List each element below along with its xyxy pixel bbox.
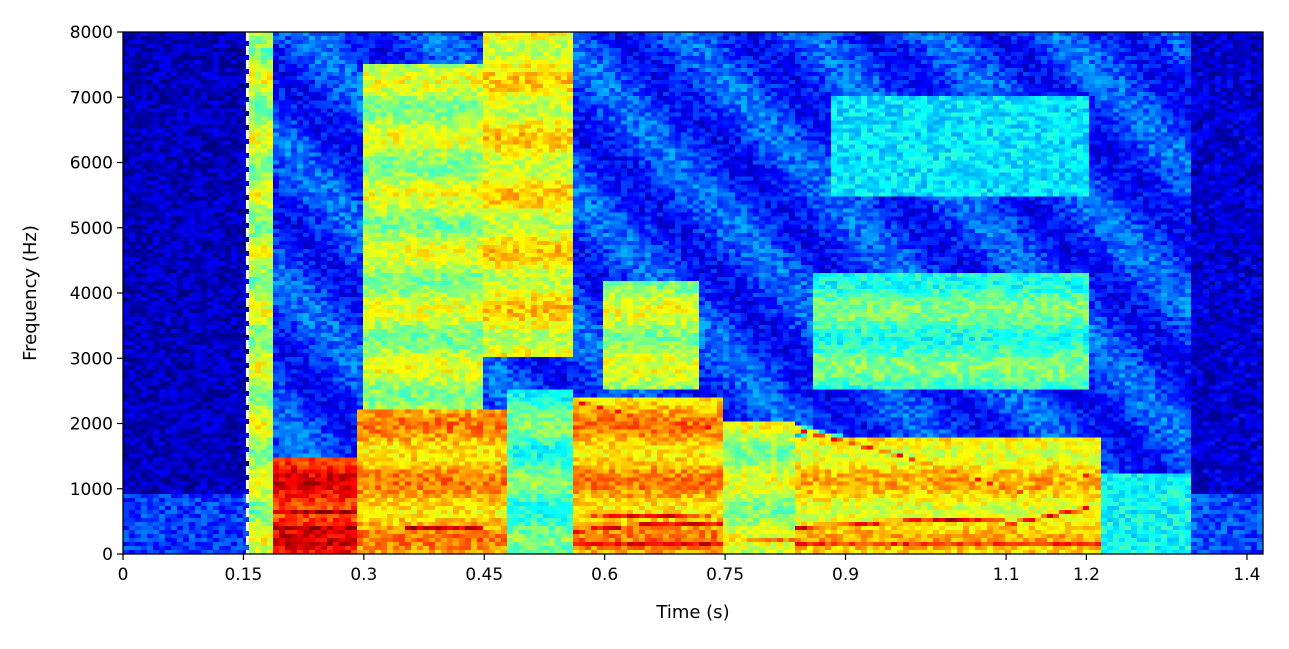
spectrogram-heatmap bbox=[123, 32, 1263, 554]
y-tick-label: 2000 bbox=[70, 415, 113, 435]
x-axis-label: Time (s) bbox=[655, 602, 729, 623]
x-tick-label: 0.6 bbox=[591, 565, 618, 585]
x-tick-label: 0.75 bbox=[706, 565, 744, 585]
plot-frame bbox=[122, 31, 1264, 555]
y-tick-label: 4000 bbox=[70, 284, 113, 304]
y-tick-label: 3000 bbox=[70, 349, 113, 369]
x-tick-label: 0.3 bbox=[350, 565, 377, 585]
y-axis-label: Frequency (Hz) bbox=[20, 225, 41, 361]
x-tick-label: 0 bbox=[118, 565, 129, 585]
x-tick-label: 0.15 bbox=[224, 565, 262, 585]
y-tick-label: 0 bbox=[102, 545, 113, 565]
x-axis-ticks: 0 0.15 0.3 0.45 0.6 0.75 0.9 1.1 1.2 1.4 bbox=[118, 554, 1260, 585]
x-tick-label: 1.4 bbox=[1233, 565, 1260, 585]
y-tick-label: 7000 bbox=[70, 88, 113, 108]
y-tick-label: 8000 bbox=[70, 23, 113, 43]
x-tick-label: 1.2 bbox=[1073, 565, 1100, 585]
x-tick-label: 1.1 bbox=[993, 565, 1020, 585]
y-tick-label: 6000 bbox=[70, 154, 113, 174]
y-tick-label: 5000 bbox=[70, 219, 113, 239]
x-tick-label: 0.9 bbox=[832, 565, 859, 585]
y-tick-label: 1000 bbox=[70, 480, 113, 500]
y-axis-ticks: 0 1000 2000 3000 4000 5000 6000 7000 8000 bbox=[70, 23, 123, 565]
x-tick-label: 0.45 bbox=[465, 565, 503, 585]
